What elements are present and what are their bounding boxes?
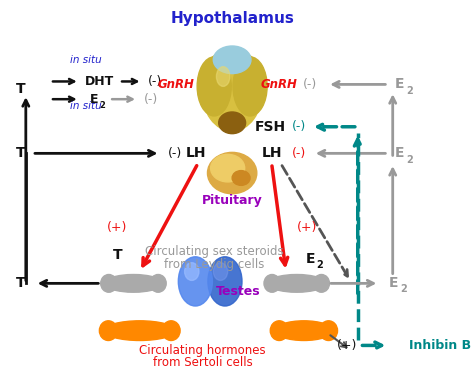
Text: T: T (16, 147, 25, 160)
Text: (-): (-) (292, 120, 306, 133)
Text: (-): (-) (168, 147, 182, 160)
Text: (-): (-) (303, 78, 317, 91)
Ellipse shape (162, 321, 180, 340)
Text: Circulating sex steroids: Circulating sex steroids (145, 245, 283, 258)
Ellipse shape (270, 321, 288, 340)
Text: Inhibin B: Inhibin B (409, 339, 471, 352)
Text: (+): (+) (337, 339, 357, 352)
Ellipse shape (150, 275, 166, 292)
Ellipse shape (267, 275, 326, 292)
Ellipse shape (232, 171, 250, 185)
Text: (+): (+) (107, 221, 128, 234)
Ellipse shape (208, 152, 257, 194)
Text: FSH: FSH (254, 120, 285, 134)
Ellipse shape (210, 154, 245, 182)
Ellipse shape (197, 57, 231, 116)
Ellipse shape (178, 257, 212, 306)
Text: Pituitary: Pituitary (202, 194, 263, 207)
Text: LH: LH (186, 147, 207, 160)
Text: DHT: DHT (85, 75, 114, 88)
Text: GnRH: GnRH (260, 78, 297, 91)
Ellipse shape (213, 46, 251, 74)
Ellipse shape (213, 263, 228, 280)
Ellipse shape (208, 257, 242, 306)
Ellipse shape (201, 47, 263, 131)
Ellipse shape (104, 275, 163, 292)
Text: E: E (395, 147, 405, 160)
Text: Hypothalamus: Hypothalamus (170, 11, 294, 26)
Text: 2: 2 (406, 86, 413, 96)
Ellipse shape (264, 275, 280, 292)
Text: T: T (16, 276, 25, 290)
Ellipse shape (219, 112, 246, 134)
Text: 2: 2 (317, 260, 323, 270)
Text: 2: 2 (99, 101, 105, 110)
Text: from Leydig cells: from Leydig cells (164, 258, 264, 271)
Text: Circulating hormones: Circulating hormones (139, 344, 266, 357)
Text: T: T (16, 83, 25, 96)
Text: GnRH: GnRH (157, 78, 194, 91)
Ellipse shape (100, 275, 117, 292)
Text: LH: LH (261, 147, 282, 160)
Text: (-): (-) (143, 93, 158, 106)
Ellipse shape (217, 67, 230, 86)
Ellipse shape (275, 321, 333, 340)
Ellipse shape (100, 321, 117, 340)
Text: from Sertoli cells: from Sertoli cells (153, 356, 253, 369)
Text: E: E (389, 276, 398, 290)
Text: 2: 2 (400, 284, 407, 294)
Text: E: E (90, 93, 98, 106)
Text: E: E (305, 252, 315, 266)
Text: Testes: Testes (216, 285, 261, 298)
Ellipse shape (313, 275, 329, 292)
Ellipse shape (233, 57, 267, 116)
Text: T: T (112, 248, 122, 262)
Text: in situ: in situ (70, 55, 102, 65)
Ellipse shape (184, 263, 199, 280)
Ellipse shape (104, 321, 176, 340)
Text: in situ: in situ (70, 101, 102, 111)
Text: E: E (395, 77, 405, 91)
Text: (-): (-) (292, 147, 306, 160)
Ellipse shape (319, 321, 337, 340)
Text: (-): (-) (148, 75, 162, 88)
Text: (+): (+) (297, 221, 318, 234)
Text: 2: 2 (406, 155, 413, 165)
